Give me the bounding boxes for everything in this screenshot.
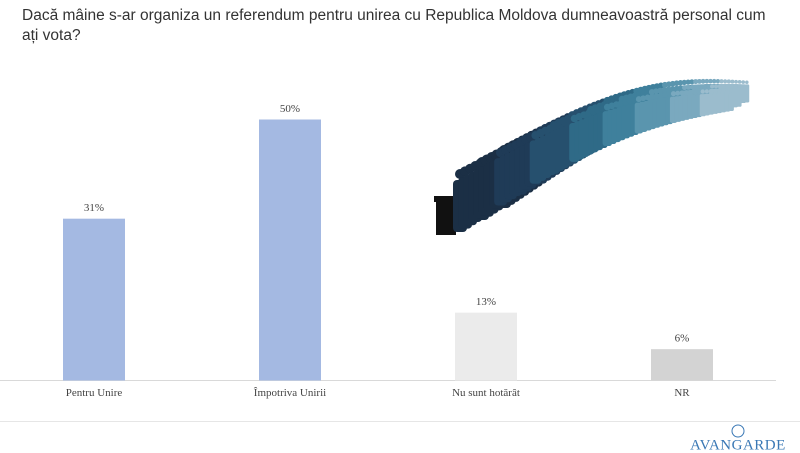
person-body [728, 92, 734, 111]
person-head [686, 84, 692, 90]
person-body [716, 93, 722, 114]
ballot-box-lid [434, 196, 458, 202]
person-head [719, 79, 724, 84]
person-head [721, 84, 726, 89]
x-tick-label: Pentru Unire [66, 387, 123, 399]
person-head [687, 89, 693, 95]
person-head [631, 97, 638, 104]
person-head [662, 92, 668, 98]
person-head [689, 79, 695, 85]
x-tick-label: NR [674, 387, 690, 399]
person-head [708, 89, 713, 94]
person-head [721, 88, 726, 93]
person-head [700, 89, 705, 94]
value-label: 6% [675, 333, 690, 345]
person-head [696, 78, 702, 84]
person-head [696, 89, 701, 94]
person-head [661, 87, 668, 93]
x-tick-label: Împotriva Unirii [254, 387, 326, 399]
person-head [725, 84, 730, 89]
logo-group: AVANGARDE [690, 424, 786, 453]
person-head [690, 84, 695, 90]
person-head [713, 89, 718, 94]
person-body [720, 93, 726, 113]
person-head [726, 79, 731, 84]
person-head [669, 86, 676, 92]
x-tick-label: Nu sunt hotărât [452, 387, 520, 399]
bar [259, 119, 321, 381]
logo: AVANGARDE [690, 437, 786, 453]
person-head [729, 88, 734, 93]
person-head [649, 93, 655, 100]
person-head [706, 84, 711, 89]
person-head [673, 85, 680, 92]
person-head [679, 90, 685, 96]
person-head [675, 90, 681, 96]
person-head [694, 84, 699, 90]
person-head [692, 89, 697, 95]
person-head [693, 79, 699, 85]
person-head [737, 84, 741, 89]
person-head [666, 91, 672, 97]
illustration [434, 78, 750, 235]
person-head [723, 79, 728, 84]
person-head [717, 89, 722, 93]
logo-mark [731, 424, 745, 438]
person-head [741, 80, 746, 84]
person-head [635, 96, 642, 103]
value-label: 50% [280, 103, 300, 115]
person-head [715, 79, 721, 84]
value-label: 13% [476, 296, 496, 308]
person-body [712, 93, 718, 114]
person-head [681, 79, 687, 86]
person-head [670, 91, 676, 97]
person-head [657, 92, 664, 98]
chart-title: Dacă mâine s-ar organiza un referendum p… [22, 7, 766, 44]
person-head [717, 84, 722, 89]
person-head [640, 95, 647, 102]
person-head [729, 84, 734, 89]
person-head [737, 80, 742, 84]
person-head [708, 78, 713, 84]
person-head [713, 84, 719, 89]
person-head [734, 79, 738, 84]
person-head [677, 85, 684, 91]
person-head [704, 89, 709, 94]
person-head [711, 78, 717, 84]
person-body [744, 84, 750, 103]
person-head [709, 84, 715, 89]
person-head [644, 94, 651, 101]
person-head [702, 84, 707, 89]
ballot-box [436, 197, 456, 235]
person-head [683, 90, 689, 95]
person-head [700, 78, 706, 84]
person-head [657, 87, 664, 94]
person-body [732, 88, 738, 108]
person-head [725, 88, 730, 93]
person-head [698, 84, 703, 90]
person-head [730, 79, 735, 84]
person-head [653, 93, 660, 99]
bar [63, 218, 125, 381]
person-head [682, 85, 688, 91]
value-label: 31% [84, 202, 104, 214]
person-head [665, 86, 672, 93]
person-body [736, 88, 742, 107]
person-body [724, 92, 730, 112]
bar [651, 349, 713, 381]
person-head [745, 80, 749, 85]
person-head [733, 84, 738, 89]
person-head [685, 79, 691, 85]
person-head [704, 78, 710, 84]
bar [455, 312, 517, 381]
